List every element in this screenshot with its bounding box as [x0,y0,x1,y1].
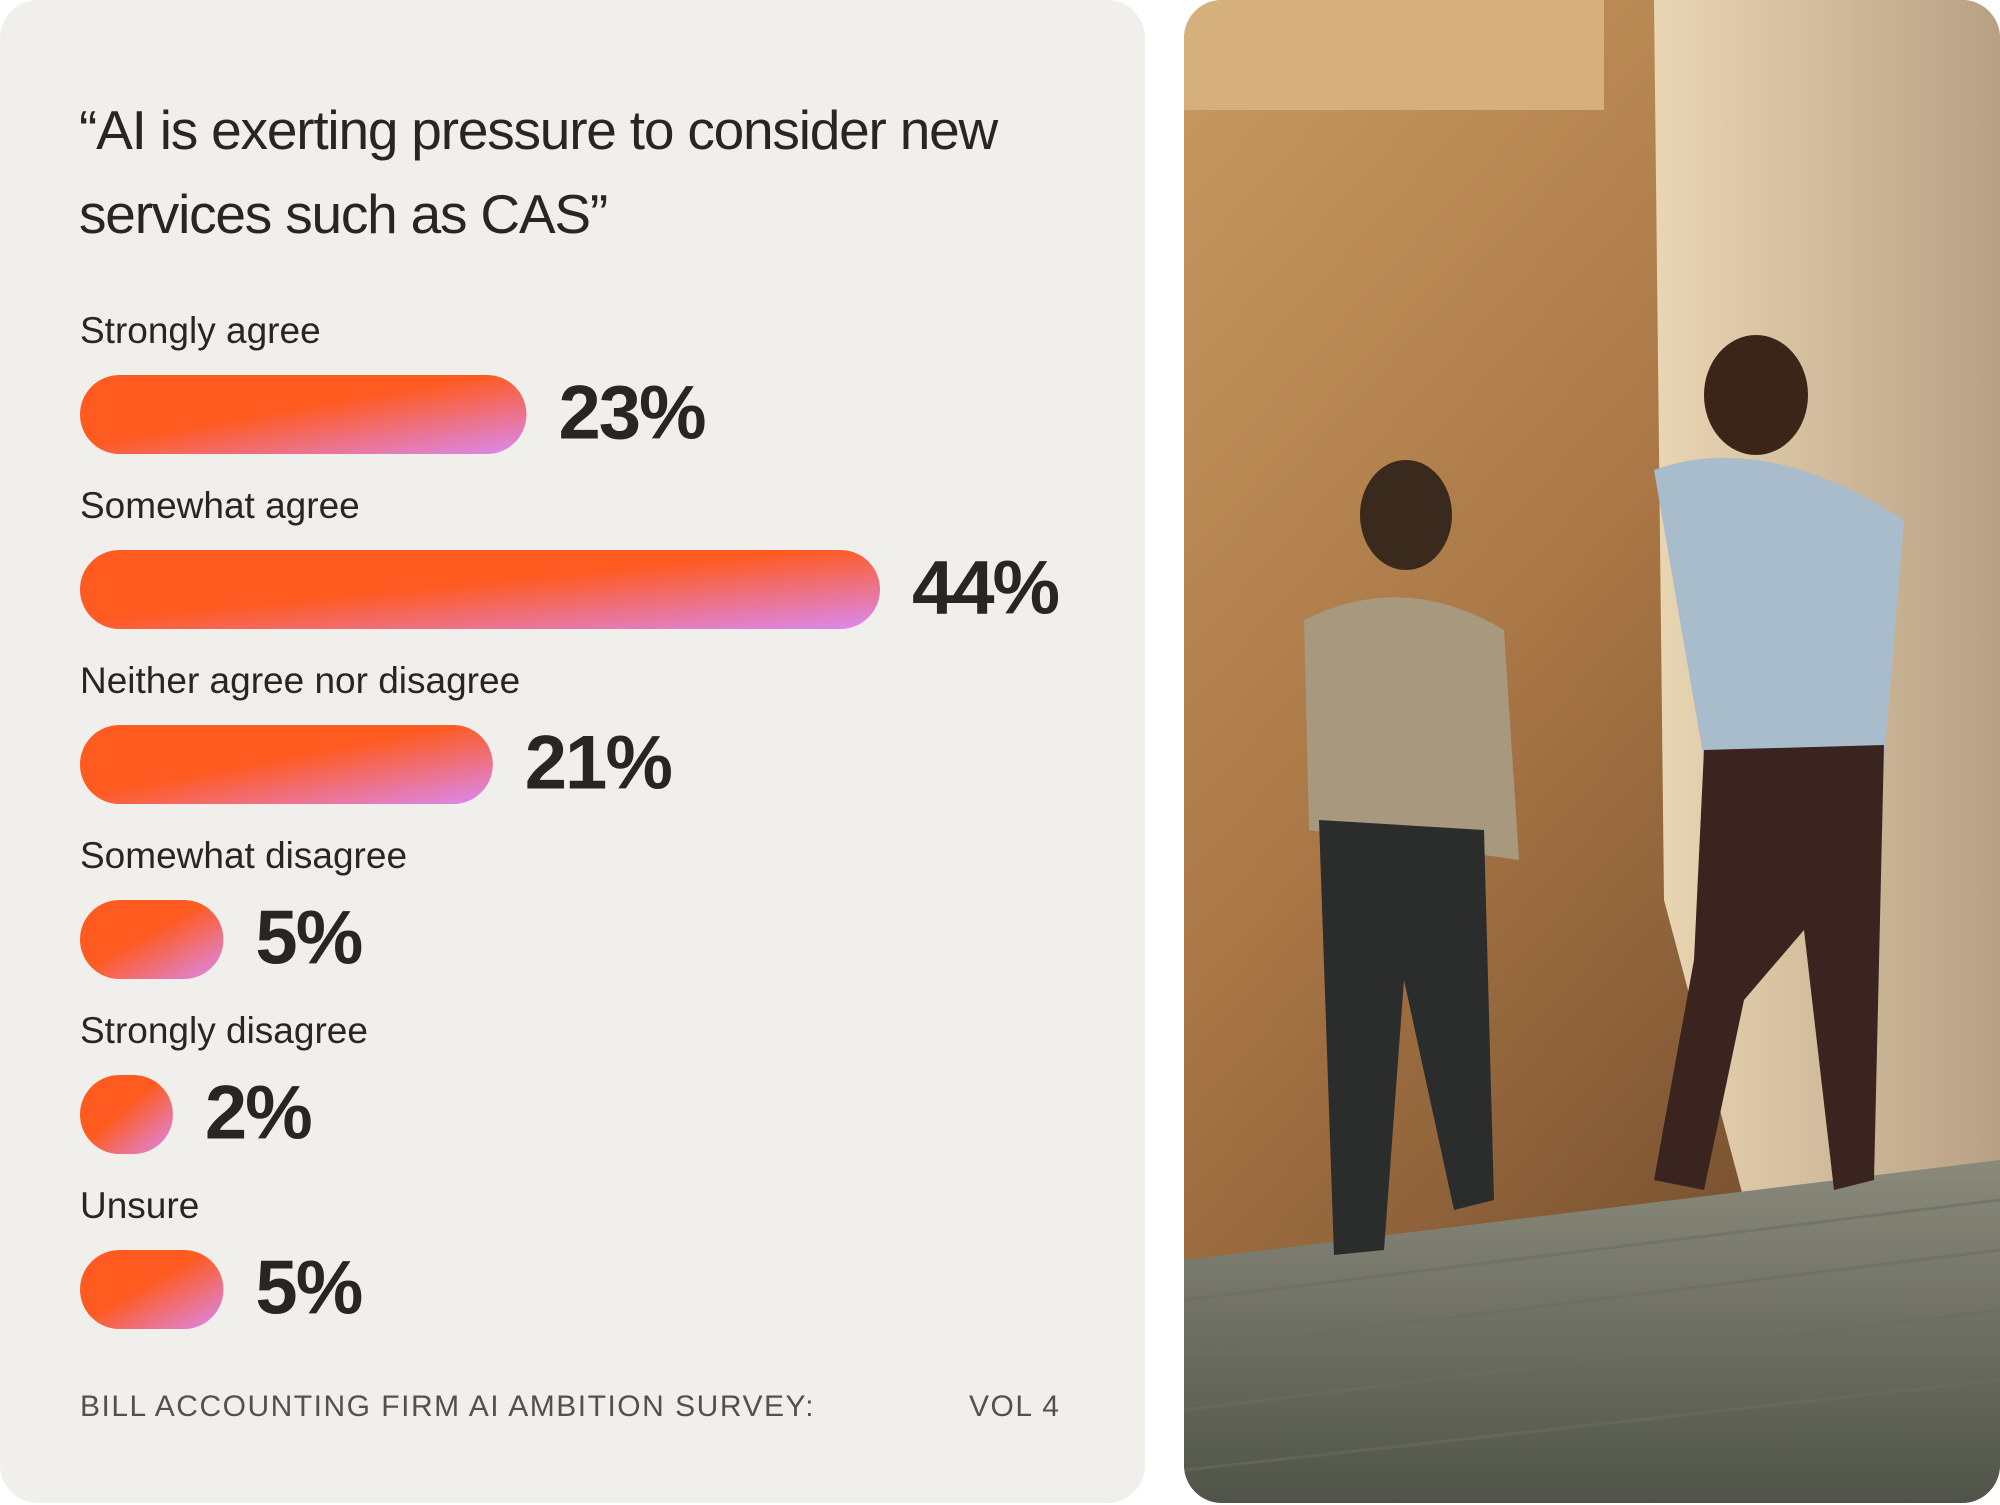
bar [80,1075,173,1154]
bar [80,550,880,629]
photo [1184,0,2000,1503]
value-label: 2% [205,1071,311,1156]
category-label: Somewhat disagree [80,835,407,876]
chart-title: “AI is exerting pressure to consider new… [79,99,998,245]
category-label: Strongly agree [80,310,321,351]
value-label: 21% [525,721,672,806]
category-label: Neither agree nor disagree [80,660,520,701]
volume-note: VOL 4 [969,1390,1061,1423]
category-label: Strongly disagree [80,1010,368,1051]
category-label: Somewhat agree [80,485,360,526]
value-label: 5% [255,1246,361,1331]
bar [80,900,224,979]
source-note: BILL ACCOUNTING FIRM AI AMBITION SURVEY: [80,1390,816,1423]
value-label: 23% [558,371,705,456]
photo-scene [1184,0,2000,1503]
value-label: 44% [912,546,1059,631]
bar [80,1250,224,1329]
bar [80,725,493,804]
bar [80,375,527,454]
category-label: Unsure [80,1185,199,1226]
chart: Strongly agree 23% Somewhat agree 44% Neithe… [80,310,1061,1331]
value-label: 5% [255,896,361,981]
